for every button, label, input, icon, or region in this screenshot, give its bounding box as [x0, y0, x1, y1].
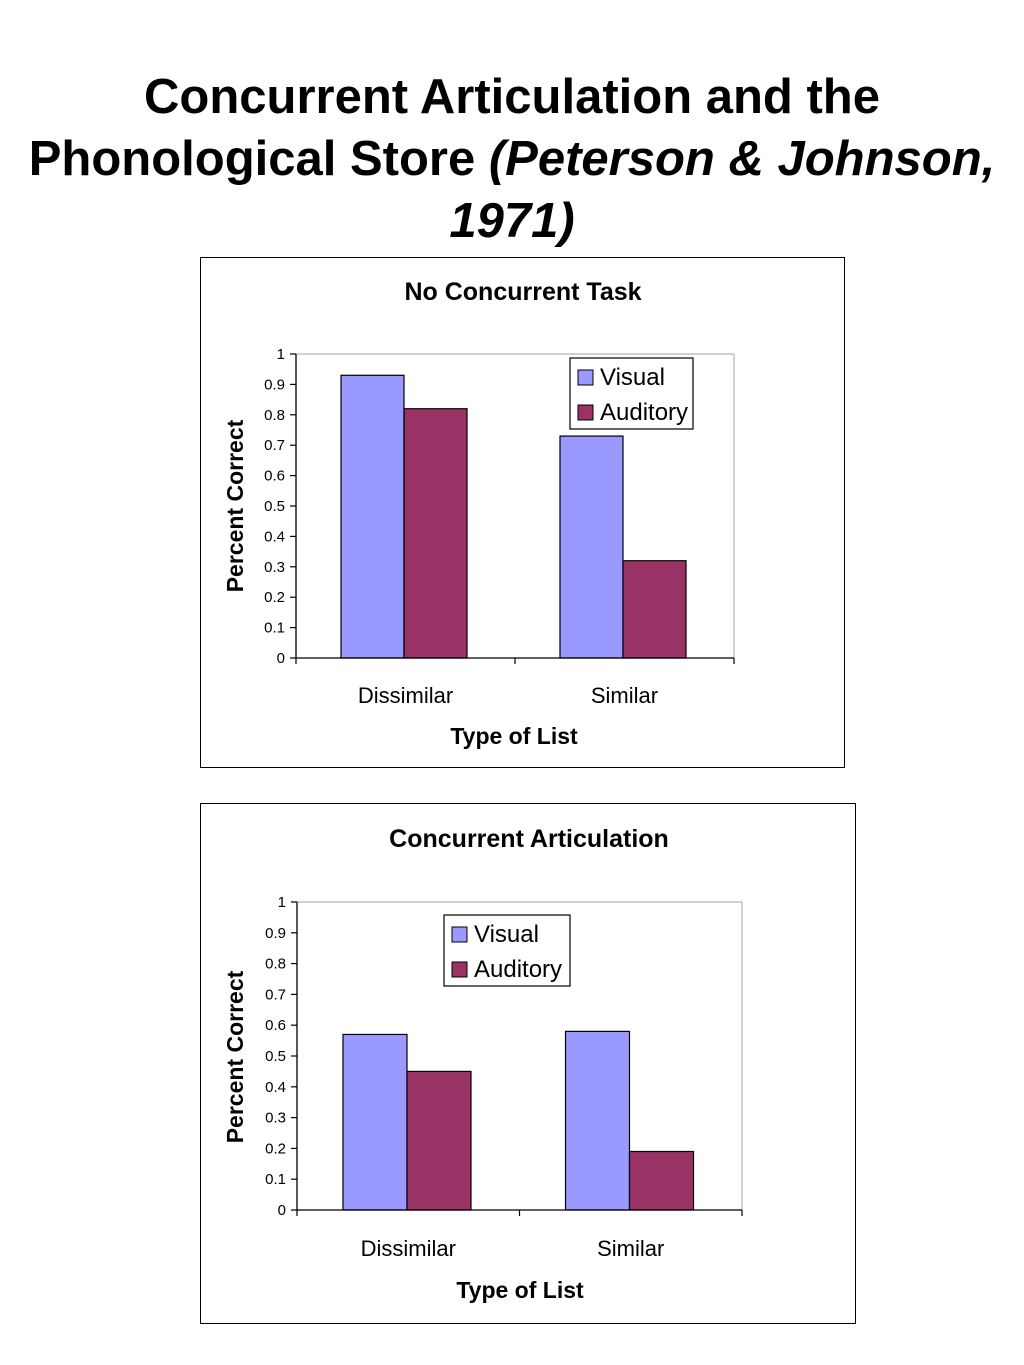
y-tick-label: 0.2: [264, 589, 285, 606]
y-tick-label: 0.4: [265, 1079, 286, 1096]
y-tick-label: 1: [278, 894, 286, 911]
x-category-label: Dissimilar: [358, 683, 453, 708]
y-tick-label: 0.6: [265, 1017, 286, 1034]
bar-visual-dissimilar: [342, 1033, 408, 1211]
legend-swatch-visual: [577, 369, 594, 386]
bar-auditory-similar: [622, 560, 687, 659]
x-category-label: Dissimilar: [361, 1236, 456, 1261]
y-tick-label: 0.7: [264, 437, 285, 454]
slide-title-citation: (Peterson & Johnson, 1971): [449, 132, 996, 248]
legend-swatch-auditory: [577, 404, 594, 421]
y-tick-label: 0.6: [264, 468, 285, 485]
legend-label-visual: Visual: [474, 921, 539, 948]
y-axis-label: Percent Correct: [222, 419, 248, 592]
x-category-label: Similar: [597, 1236, 664, 1261]
y-tick-label: 0.1: [264, 620, 285, 637]
slide-title-plain: Concurrent Articulation and the Phonolog…: [28, 70, 880, 186]
chart-title: No Concurrent Task: [404, 278, 641, 306]
y-tick-label: 0.7: [265, 986, 286, 1003]
y-tick-label: 1: [277, 346, 285, 363]
y-axis-label: Percent Correct: [222, 970, 248, 1143]
bar-auditory-dissimilar: [406, 1070, 472, 1211]
x-axis-label: Type of List: [450, 723, 578, 749]
bar-visual-similar: [559, 435, 624, 659]
legend-label-visual: Visual: [600, 364, 665, 391]
chart-concurrent-articulation: Concurrent Articulation 0 0.1 0.2 0.3 0.4 0.5 0…: [222, 825, 743, 1303]
y-tick-label: 0: [278, 1202, 286, 1219]
y-tick-label: 0.9: [264, 376, 285, 393]
chart-title: Concurrent Articulation: [389, 825, 669, 853]
legend-swatch-auditory: [451, 961, 468, 978]
legend-swatch-visual: [451, 926, 468, 943]
y-tick-label: 0.8: [265, 956, 286, 973]
slide-title: Concurrent Articulation and the Phonolog…: [0, 66, 1024, 252]
bar-auditory-dissimilar: [403, 408, 468, 659]
x-category-label: Similar: [591, 683, 658, 708]
y-tick-label: 0.9: [265, 925, 286, 942]
bar-visual-dissimilar: [340, 374, 405, 659]
y-tick-label: 0.1: [265, 1171, 286, 1188]
y-tick-label: 0.8: [264, 407, 285, 424]
legend-label-auditory: Auditory: [474, 956, 562, 983]
bar-visual-similar: [564, 1030, 631, 1211]
chart-panel-no-concurrent-task: No Concurrent Task 0 0.1 0.2 0.3 0.4 0.5 0.6 0.7…: [200, 257, 845, 768]
y-tick-label: 0.3: [264, 559, 285, 576]
y-tick-label: 0.4: [264, 528, 285, 545]
legend-label-auditory: Auditory: [600, 399, 688, 426]
y-tick-label: 0.5: [265, 1048, 286, 1065]
y-tick-label: 0.5: [264, 498, 285, 515]
y-tick-label: 0: [277, 650, 285, 667]
chart-panel-concurrent-articulation: Concurrent Articulation 0 0.1 0.2 0.3 0.4 0.5 0…: [200, 803, 856, 1324]
bar-auditory-similar: [628, 1150, 695, 1211]
x-axis-label: Type of List: [456, 1277, 584, 1303]
y-tick-label: 0.3: [265, 1110, 286, 1127]
chart-no-concurrent-task: No Concurrent Task 0 0.1 0.2 0.3 0.4 0.5 0.6 0.7…: [222, 278, 735, 749]
y-tick-label: 0.2: [265, 1140, 286, 1157]
